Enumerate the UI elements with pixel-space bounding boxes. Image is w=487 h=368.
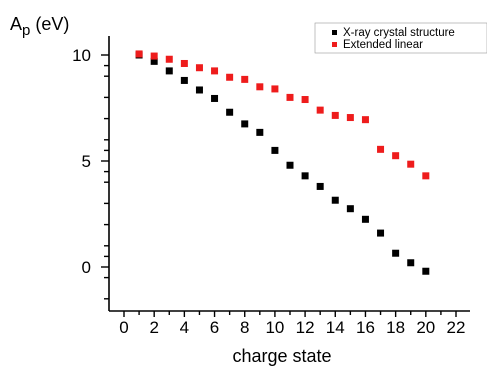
legend-label: Extended linear [343,39,423,51]
data-point [271,146,279,154]
data-points [135,50,430,275]
data-point [361,116,369,124]
data-point [316,182,324,190]
data-point [256,83,264,91]
x-tick-label: 10 [265,318,284,337]
data-point [377,145,385,153]
data-point [180,59,188,67]
data-point [392,152,400,160]
x-axis-title: charge state [232,346,331,366]
y-axis-title: Ap (eV) [10,14,69,39]
data-point [165,67,173,75]
data-point [407,259,415,267]
data-point [135,50,143,58]
x-tick-label: 0 [119,318,128,337]
x-tick-label: 8 [240,318,249,337]
x-tick-label: 18 [386,318,405,337]
data-point [331,111,339,119]
data-point [211,67,219,75]
data-point [195,64,203,72]
y-tick-label: 10 [72,46,91,65]
data-point [331,196,339,204]
x-tick-label: 4 [180,318,189,337]
y-tick-label: 5 [82,152,91,171]
data-point [180,76,188,84]
data-point [392,249,400,257]
y-axis-title-unit: (eV) [30,14,69,34]
series-xray [135,51,430,275]
data-point [301,96,309,104]
x-tick-label: 22 [447,318,466,337]
x-tick-label: 14 [326,318,345,337]
series-extended-linear [135,50,430,180]
data-point [346,205,354,213]
data-point [316,106,324,114]
data-point [165,55,173,63]
data-point [422,267,430,275]
legend-box [314,22,487,54]
data-point [150,57,158,65]
y-axis-title-main: A [10,14,22,34]
x-tick-label: 2 [149,318,158,337]
data-point [361,215,369,223]
data-point [407,160,415,168]
data-point [241,75,249,83]
y-tick-label: 0 [82,258,91,277]
data-point [286,161,294,169]
data-point [271,85,279,93]
data-point [241,120,249,128]
x-tick-label: 12 [296,318,315,337]
x-tick-label: 6 [210,318,219,337]
data-point [346,114,354,122]
data-point [211,94,219,102]
data-point [226,108,234,116]
data-point [286,93,294,101]
data-point [150,52,158,60]
legend-marker [332,30,337,35]
x-ticks: 0 2 4 6 8 10 12 14 16 18 20 22 [119,311,465,337]
y-ticks: 0 5 10 [72,46,109,300]
legend-label: X-ray crystal structure [343,27,455,39]
x-tick-label: 16 [356,318,375,337]
data-point [195,86,203,94]
data-point [301,172,309,180]
axes [108,36,470,312]
legend-marker [332,42,337,47]
data-point [377,229,385,237]
data-point [256,128,264,136]
y-axis-title-sub: p [22,22,30,39]
data-point [422,172,430,180]
data-point [226,73,234,81]
x-tick-label: 20 [416,318,435,337]
